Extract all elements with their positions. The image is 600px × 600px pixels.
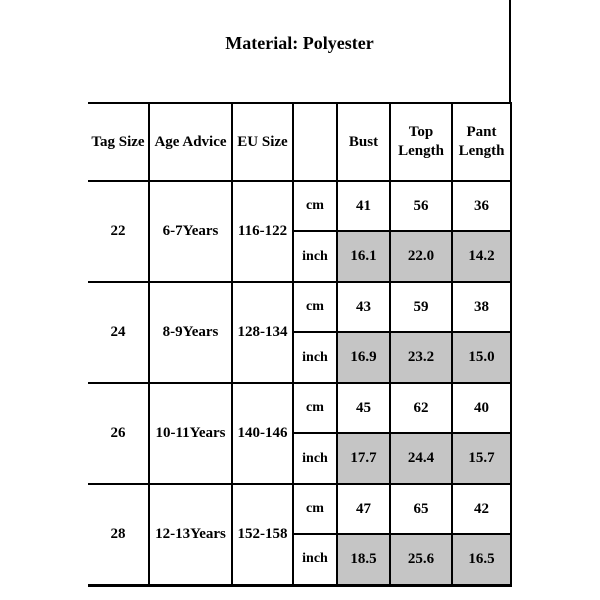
eu-size-cell: 128-134 (231, 281, 294, 384)
table-row: inch 16.1 22.0 14.2 (88, 230, 512, 283)
header-tag-size: Tag Size (88, 102, 150, 182)
age-advice-cell: 6-7Years (148, 180, 233, 283)
pant-length-cm-value: 42 (451, 483, 512, 535)
bust-inch-value: 18.5 (336, 533, 391, 586)
header-pant-length: Pant Length (451, 102, 512, 182)
eu-size-cell: 116-122 (231, 180, 294, 283)
unit-inch-label: inch (292, 533, 338, 586)
pant-length-inch-value: 15.0 (451, 331, 512, 384)
top-length-cm-value: 56 (389, 180, 453, 232)
header-top-length: Top Length (389, 102, 453, 182)
top-length-cm-value: 62 (389, 382, 453, 434)
table-row: 28 12-13Years 152-158 cm 47 65 42 (88, 483, 512, 586)
unit-cm-label: cm (292, 281, 338, 333)
bust-inch-value: 17.7 (336, 432, 391, 485)
top-length-inch-value: 25.6 (389, 533, 453, 586)
tag-size-cell: 28 (88, 483, 150, 586)
bust-cm-value: 45 (336, 382, 391, 434)
table-row: inch 17.7 24.4 15.7 (88, 432, 512, 485)
pant-length-cm-value: 36 (451, 180, 512, 232)
header-row: Tag Size Age Advice EU Size Bust Top Len… (88, 102, 512, 182)
tag-size-cell: 22 (88, 180, 150, 283)
eu-size-cell: 140-146 (231, 382, 294, 485)
unit-inch-label: inch (292, 432, 338, 485)
bust-cm-value: 41 (336, 180, 391, 232)
unit-cm-label: cm (292, 382, 338, 434)
tag-size-cell: 26 (88, 382, 150, 485)
unit-inch-label: inch (292, 230, 338, 283)
material-title: Material: Polyester (225, 33, 374, 53)
eu-size-cell: 152-158 (231, 483, 294, 586)
bust-cm-value: 43 (336, 281, 391, 333)
unit-cm-label: cm (292, 180, 338, 232)
table-row: inch 18.5 25.6 16.5 (88, 533, 512, 586)
bust-inch-value: 16.9 (336, 331, 391, 384)
header-bust: Bust (336, 102, 391, 182)
pant-length-cm-value: 40 (451, 382, 512, 434)
age-advice-cell: 12-13Years (148, 483, 233, 586)
bust-inch-value: 16.1 (336, 230, 391, 283)
age-advice-cell: 10-11Years (148, 382, 233, 485)
unit-cm-label: cm (292, 483, 338, 535)
header-age-advice: Age Advice (148, 102, 233, 182)
top-length-cm-value: 65 (389, 483, 453, 535)
top-length-inch-value: 23.2 (389, 331, 453, 384)
title-right-border-line (509, 0, 511, 104)
age-advice-cell: 8-9Years (148, 281, 233, 384)
pant-length-inch-value: 16.5 (451, 533, 512, 586)
table-row: inch 16.9 23.2 15.0 (88, 331, 512, 384)
tag-size-cell: 24 (88, 281, 150, 384)
pant-length-inch-value: 14.2 (451, 230, 512, 283)
pant-length-cm-value: 38 (451, 281, 512, 333)
table-row: 26 10-11Years 140-146 cm 45 62 40 (88, 382, 512, 485)
pant-length-inch-value: 15.7 (451, 432, 512, 485)
top-length-inch-value: 22.0 (389, 230, 453, 283)
top-length-cm-value: 59 (389, 281, 453, 333)
size-chart-table: Tag Size Age Advice EU Size Bust Top Len… (88, 102, 512, 587)
top-length-inch-value: 24.4 (389, 432, 453, 485)
table-row: 22 6-7Years 116-122 cm 41 56 36 (88, 180, 512, 283)
unit-inch-label: inch (292, 331, 338, 384)
table-row: 24 8-9Years 128-134 cm 43 59 38 (88, 281, 512, 384)
header-unit-empty (292, 102, 338, 182)
bust-cm-value: 47 (336, 483, 391, 535)
header-eu-size: EU Size (231, 102, 294, 182)
